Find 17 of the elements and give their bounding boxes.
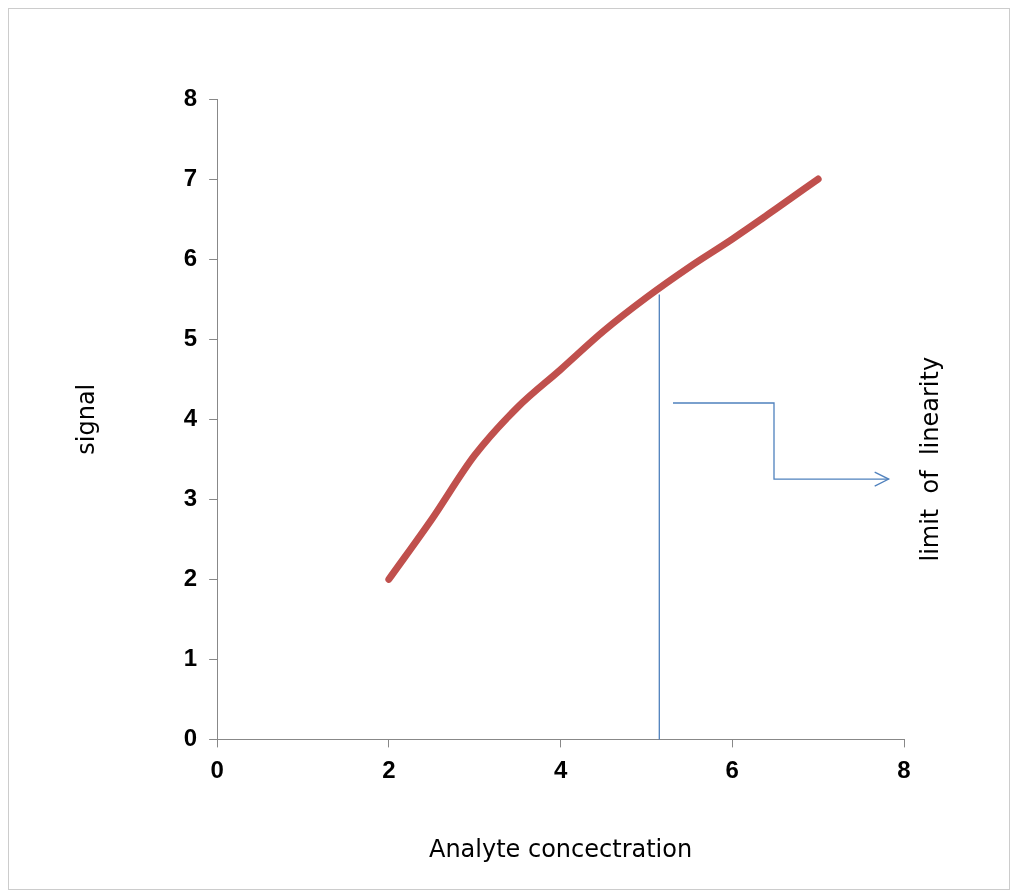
x-axis-title: Analyte concectration bbox=[428, 834, 693, 863]
x-tick-label: 6 bbox=[725, 756, 739, 784]
y-tick-label: 7 bbox=[183, 163, 198, 191]
y-tick-label: 6 bbox=[183, 243, 198, 271]
x-tick-label: 0 bbox=[210, 756, 224, 784]
y-tick-label: 5 bbox=[183, 323, 198, 351]
y-tick-label: 0 bbox=[183, 724, 198, 752]
x-tick-label: 8 bbox=[897, 756, 911, 784]
y-axis-title: signal bbox=[71, 383, 100, 455]
y-tick-label: 4 bbox=[183, 403, 198, 431]
x-tick-label: 2 bbox=[382, 756, 396, 784]
y-tick-label: 2 bbox=[183, 563, 198, 591]
text: limit of linearity bbox=[916, 356, 945, 562]
y-tick-label: 3 bbox=[183, 483, 198, 511]
y-tick-label: 8 bbox=[183, 83, 198, 111]
y-tick-label: 1 bbox=[183, 643, 198, 671]
x-tick-label: 4 bbox=[553, 756, 568, 784]
